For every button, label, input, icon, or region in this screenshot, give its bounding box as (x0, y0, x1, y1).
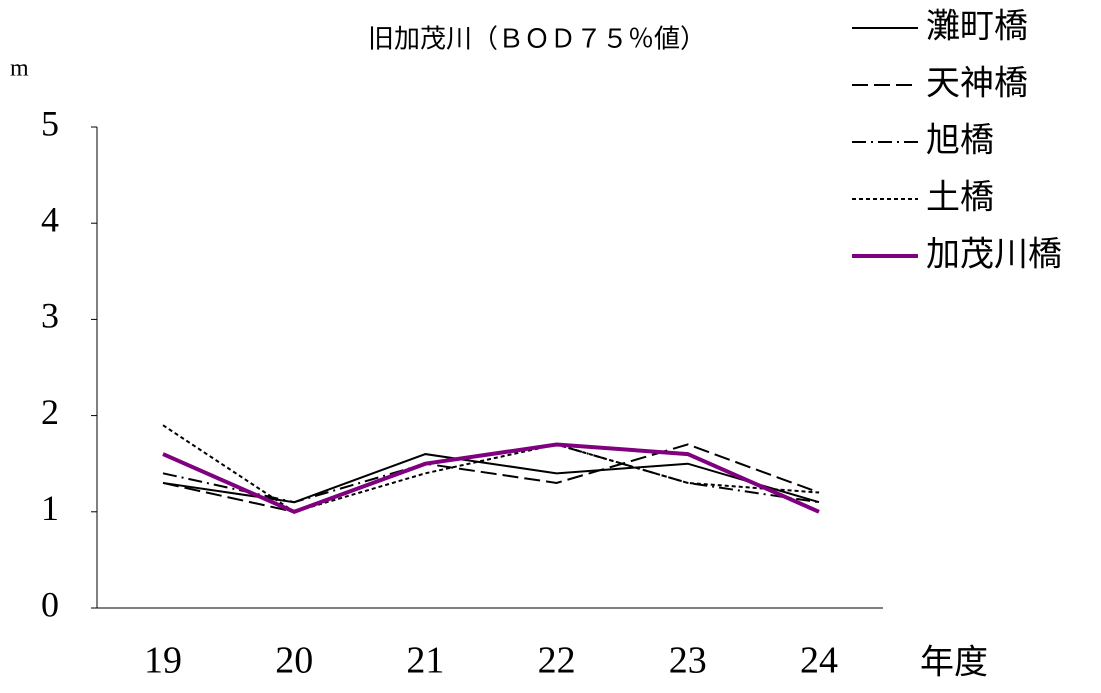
x-tick-label: 23 (669, 640, 707, 682)
series-line (162, 443, 820, 504)
legend-label: 天神橋 (926, 64, 1028, 104)
x-tick-label: 22 (538, 640, 576, 682)
legend-label: 加茂川橋 (926, 235, 1062, 275)
x-tick-label: 24 (800, 640, 838, 682)
y-tick-label: 4 (41, 199, 59, 239)
y-axis-label: m (10, 56, 29, 82)
x-tick-label: 20 (275, 640, 313, 682)
series-line (162, 443, 820, 513)
y-tick-label: 1 (41, 488, 59, 528)
y-tick-label: 5 (41, 103, 59, 143)
chart-title: 旧加茂川（ＢＯＤ７５％値） (368, 25, 706, 55)
legend-label: 旭橋 (926, 121, 994, 161)
x-axis-label: 年度 (920, 643, 988, 683)
y-tick-label: 0 (41, 584, 59, 624)
y-tick-label: 2 (41, 392, 59, 432)
y-tick-label: 3 (41, 296, 59, 336)
legend-label: 灘町橋 (926, 7, 1028, 47)
series-line (162, 442, 820, 514)
x-tick-label: 19 (144, 640, 182, 682)
x-tick-label: 21 (406, 640, 444, 682)
legend-label: 土橋 (926, 178, 994, 218)
series-line (162, 453, 820, 504)
